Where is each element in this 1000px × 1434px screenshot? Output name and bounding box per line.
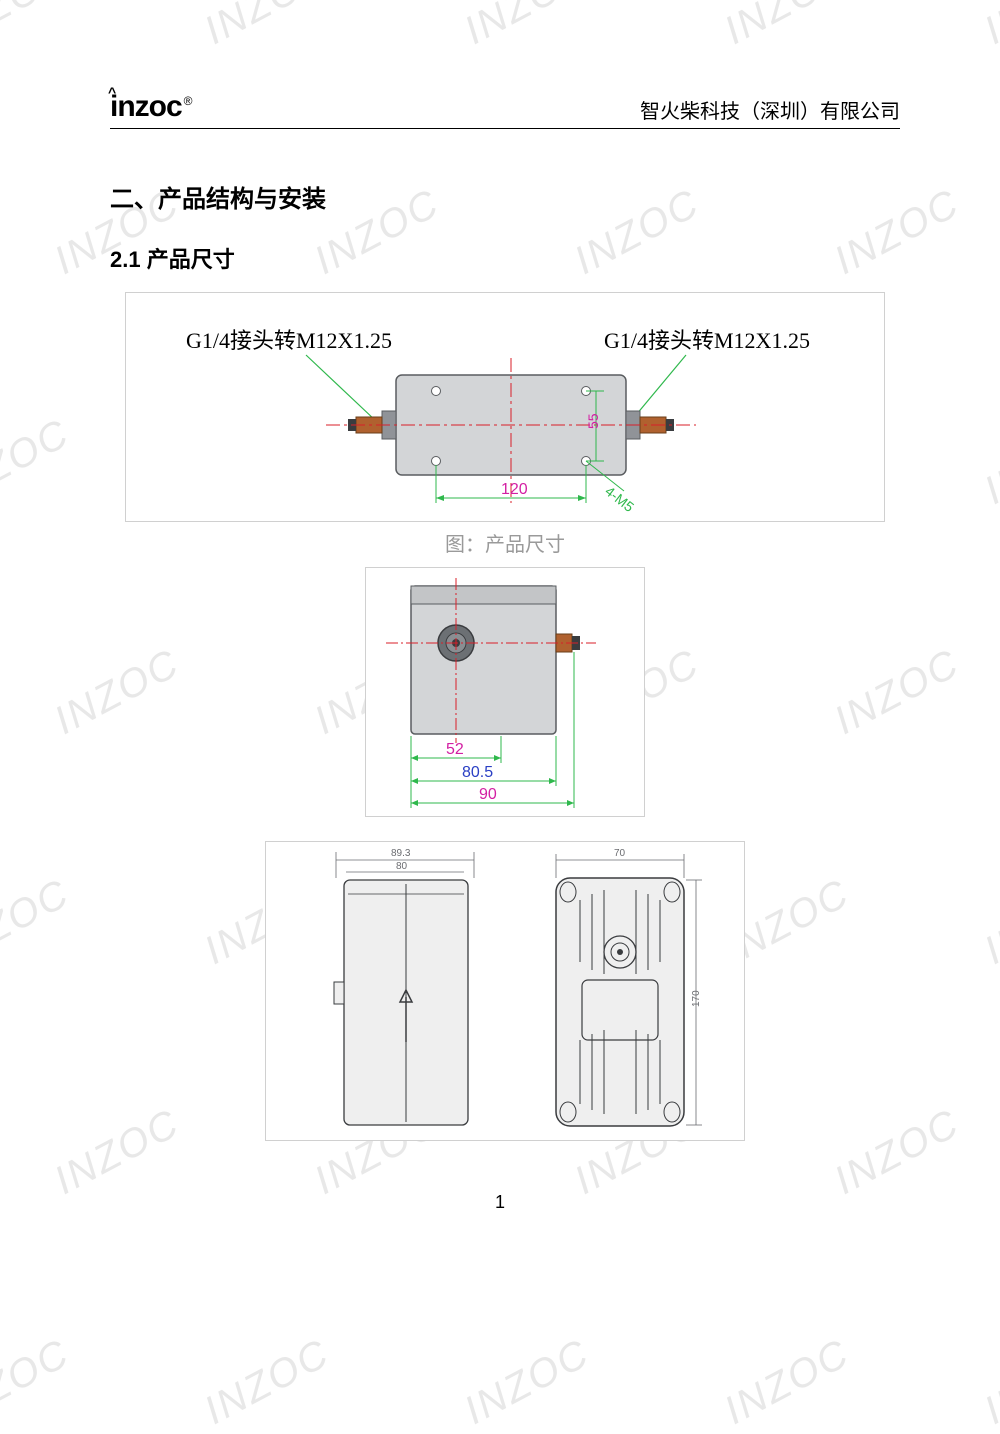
dim-80: 80 xyxy=(396,861,408,872)
page-header: ^ inzoc® 智火柴科技（深圳）有限公司 xyxy=(110,90,900,129)
figure-top-view: G1/4接头转M12X1.25 G1/4接头转M12X1.25 xyxy=(125,292,885,522)
dim-52: 52 xyxy=(446,741,464,758)
figure-side-view: 52 80.5 90 xyxy=(365,567,645,817)
logo: ^ inzoc® xyxy=(110,90,192,124)
connector-label-left: G1/4接头转M12X1.25 xyxy=(186,328,392,353)
dim-height: 55 xyxy=(585,413,601,429)
connector-label-right: G1/4接头转M12X1.25 xyxy=(604,328,810,353)
dim-90: 90 xyxy=(479,786,497,803)
dim-170: 170 xyxy=(691,990,702,1007)
dim-width: 120 xyxy=(501,481,528,498)
dim-80-5: 80.5 xyxy=(462,764,493,781)
company-name: 智火柴科技（深圳）有限公司 xyxy=(640,95,900,124)
dim-89-3: 89.3 xyxy=(391,848,411,859)
section-title: 二、产品结构与安装 xyxy=(110,179,900,214)
logo-text: inzoc xyxy=(110,90,182,123)
page-number: 1 xyxy=(0,1192,1000,1213)
dim-70: 70 xyxy=(614,848,626,859)
figure-caption: 图：产品尺寸 xyxy=(110,528,900,557)
figure-ortho-views: 89.3 80 70 xyxy=(265,841,745,1141)
dim-holes: 4-M5 xyxy=(602,483,637,515)
subsection-title: 2.1 产品尺寸 xyxy=(110,242,900,274)
